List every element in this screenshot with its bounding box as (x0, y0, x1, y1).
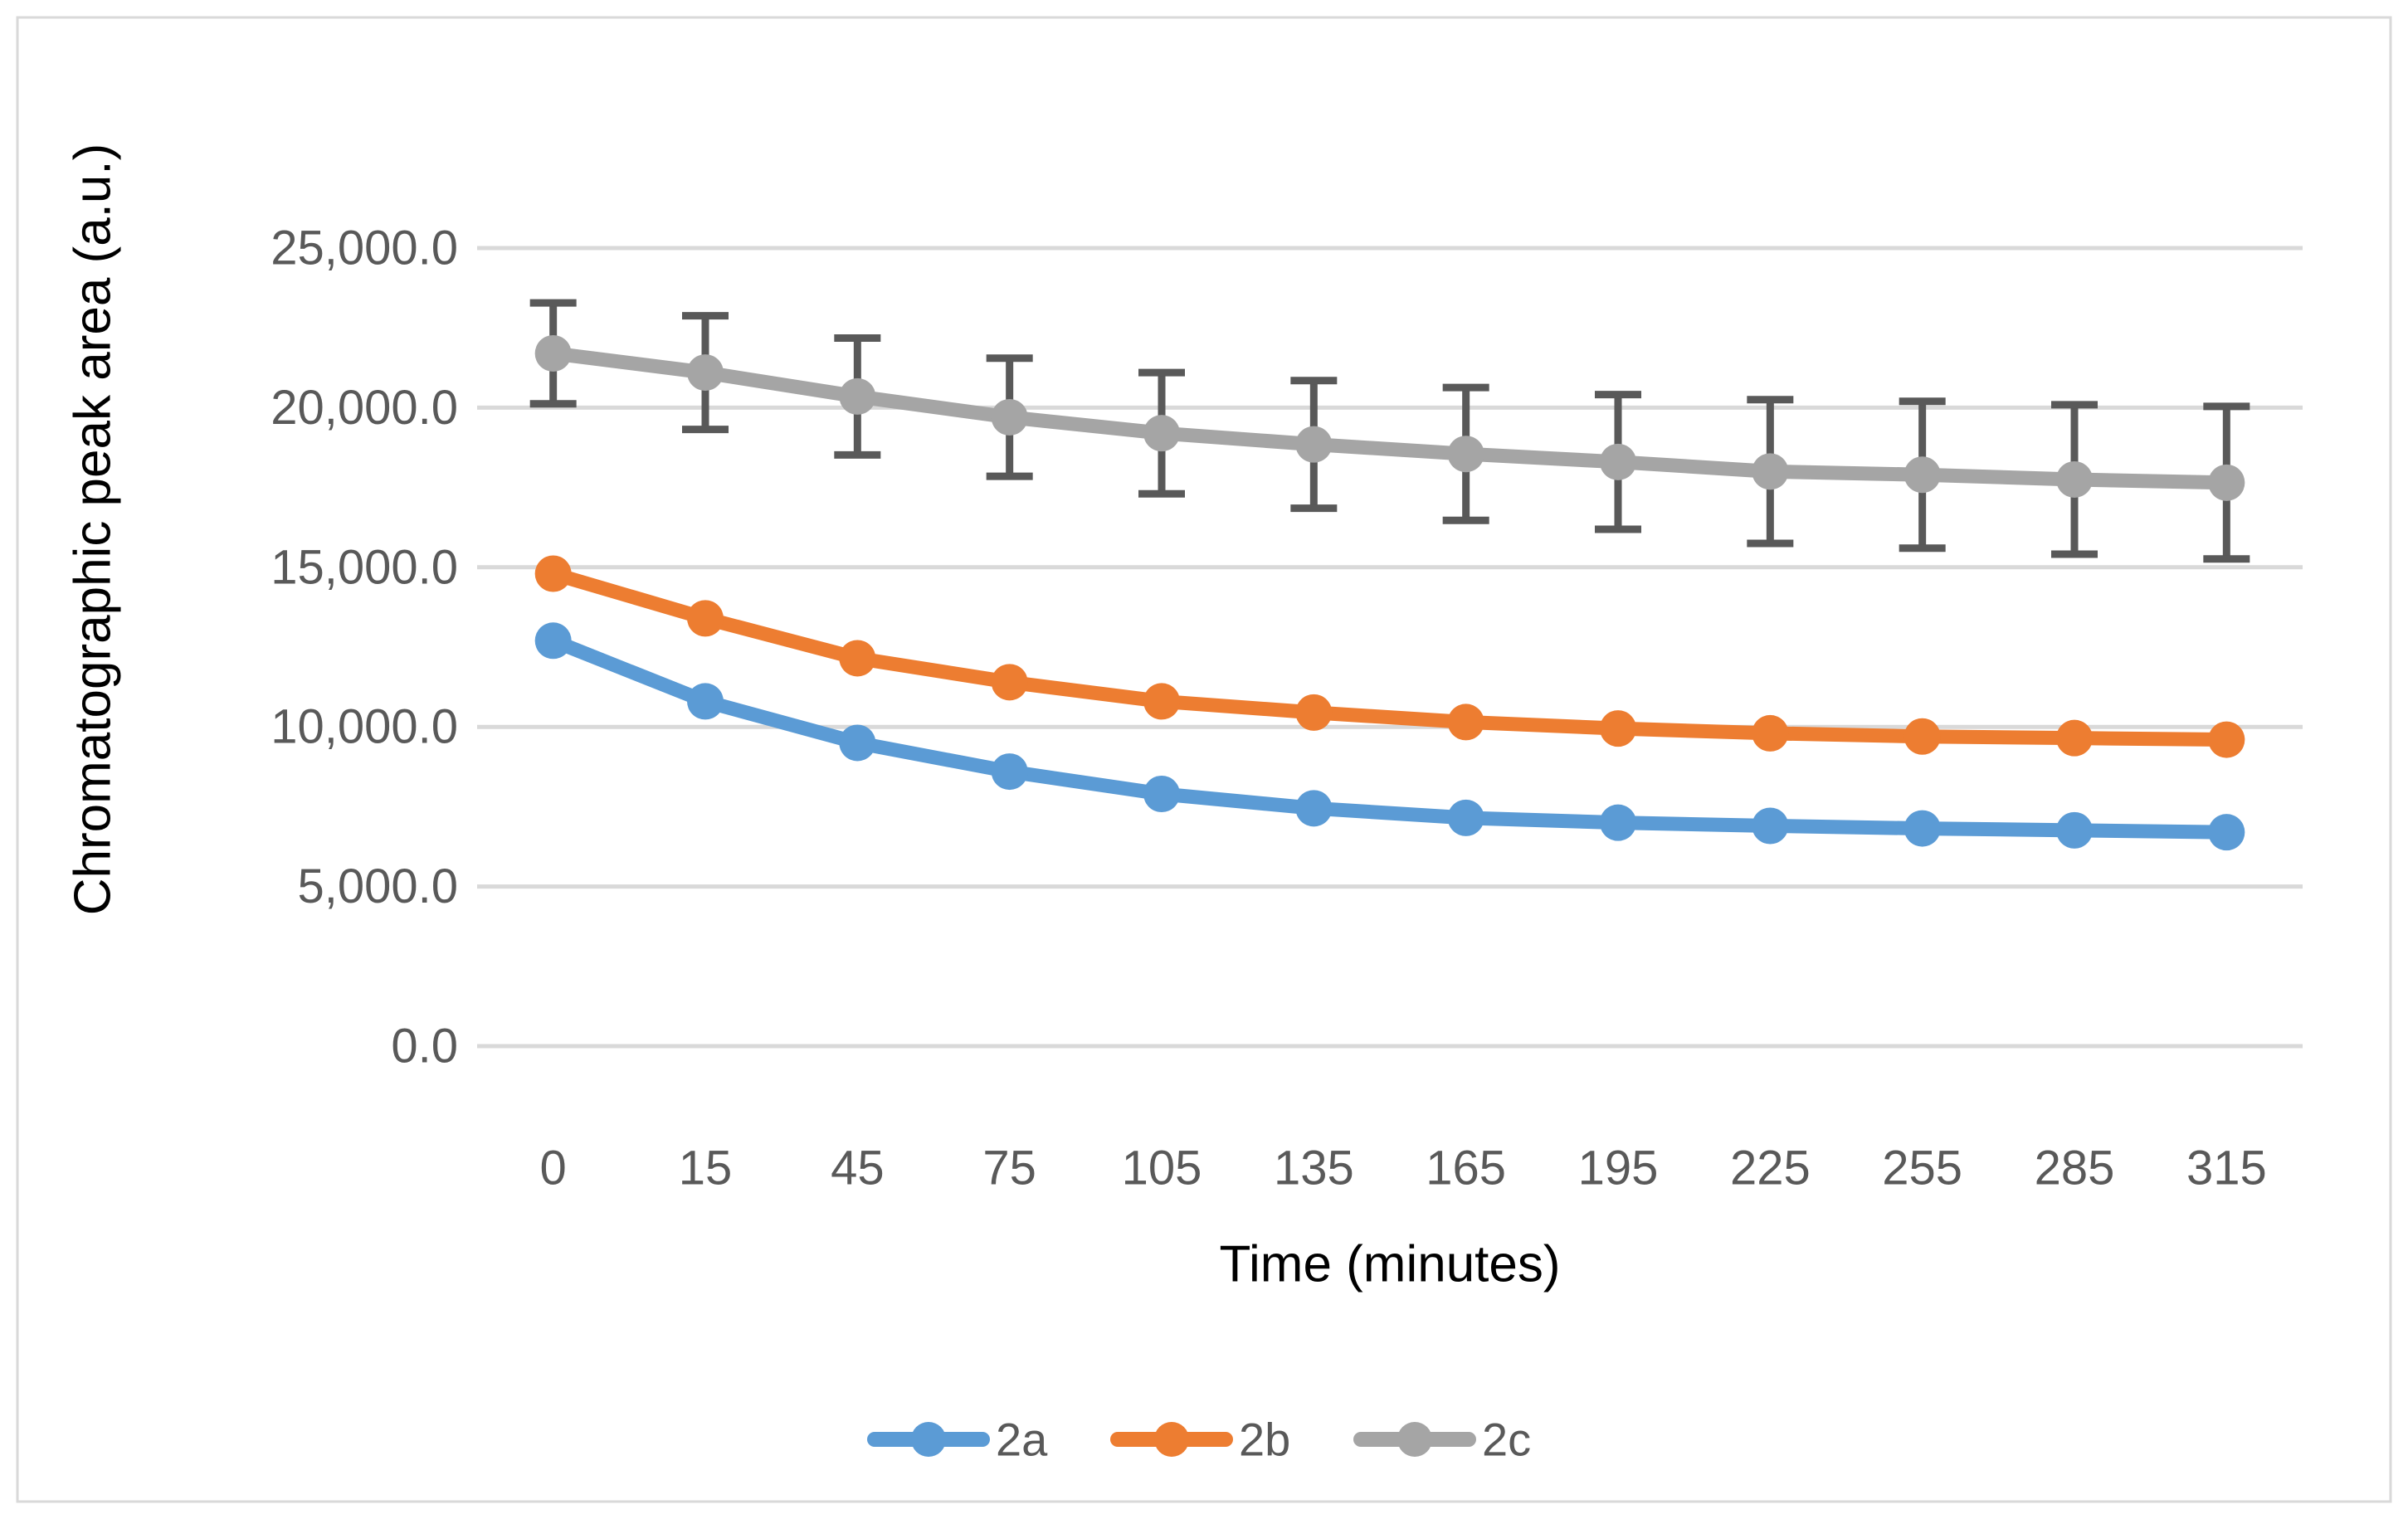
x-tick-label: 225 (1730, 1142, 1811, 1195)
x-tick-label: 75 (982, 1142, 1036, 1195)
data-point-2c (1903, 456, 1941, 494)
x-tick-label: 135 (1274, 1142, 1354, 1195)
data-point-2c (1752, 453, 1789, 490)
data-point-2b (2056, 719, 2093, 757)
legend-marker-dot (911, 1422, 946, 1457)
series-2b (534, 555, 2245, 758)
data-point-2a (1903, 810, 1941, 847)
x-tick-label: 255 (1882, 1142, 1962, 1195)
x-tick-label: 195 (1578, 1142, 1659, 1195)
y-tick-labels: 0.0 5,000.0 10,000.0 15,000.0 20,000.0 25,000… (271, 222, 458, 1074)
data-point-2b (687, 600, 724, 637)
data-point-2b (991, 664, 1028, 701)
data-point-2a (534, 622, 572, 660)
data-point-2c (2056, 460, 2093, 498)
data-point-2c (1143, 415, 1180, 452)
legend-marker-dot (1397, 1422, 1432, 1457)
legend-label: 2c (1482, 1414, 1531, 1466)
data-point-2a (1752, 807, 1789, 845)
data-point-2c (1295, 426, 1333, 463)
data-point-2a (2208, 814, 2245, 851)
series-line-2a (546, 633, 2234, 840)
legend-label: 2a (996, 1414, 1048, 1466)
data-point-2c (2208, 464, 2245, 501)
data-point-2b (1447, 704, 1484, 741)
data-point-2b (839, 640, 876, 677)
y-tick-label: 5,000.0 (297, 859, 458, 913)
x-tick-label: 15 (679, 1142, 733, 1195)
x-tick-label: 45 (831, 1142, 885, 1195)
data-point-2b (1143, 683, 1180, 720)
data-point-2b (1752, 714, 1789, 752)
data-point-2a (1143, 776, 1180, 813)
y-tick-label: 0.0 (391, 1020, 458, 1074)
data-point-2b (534, 555, 572, 592)
legend-marker-dot (1154, 1422, 1189, 1457)
y-tick-label: 25,000.0 (271, 222, 458, 275)
series-line-2b (546, 566, 2234, 747)
data-point-2b (2208, 721, 2245, 758)
series-line-2c (546, 346, 2234, 490)
data-point-2b (1903, 718, 1941, 755)
legend-item-2c: 2c (1353, 1414, 1531, 1466)
x-tick-label: 0 (540, 1142, 567, 1195)
data-point-2a (687, 683, 724, 720)
y-axis-title: Chromatographic peak area (a.u.) (65, 144, 122, 915)
data-point-2c (687, 354, 724, 392)
y-tick-label: 15,000.0 (271, 540, 458, 594)
data-point-2c (1447, 436, 1484, 473)
data-point-2a (839, 724, 876, 762)
figure-border (16, 16, 2392, 1503)
data-point-2c (534, 334, 572, 372)
series-group (529, 299, 2250, 851)
x-tick-label: 285 (2035, 1142, 2115, 1195)
legend-item-2b: 2b (1110, 1414, 1290, 1466)
data-point-2a (2056, 811, 2093, 849)
x-tick-label: 165 (1426, 1142, 1506, 1195)
data-point-2a (1600, 804, 1636, 841)
x-axis-title: Time (minutes) (1219, 1236, 1560, 1293)
data-point-2b (1600, 710, 1636, 747)
data-point-2a (1295, 790, 1333, 827)
data-point-2c (991, 398, 1028, 436)
series-2a (534, 622, 2245, 851)
x-tick-label: 105 (1122, 1142, 1202, 1195)
y-tick-label: 10,000.0 (271, 700, 458, 754)
x-tick-label: 315 (2186, 1142, 2267, 1195)
legend-item-2a: 2a (867, 1414, 1048, 1466)
data-point-2b (1295, 694, 1333, 731)
gridlines-group (477, 246, 2303, 1049)
data-point-2a (991, 753, 1028, 791)
legend-label: 2b (1239, 1414, 1290, 1466)
data-point-2c (1600, 443, 1636, 480)
y-tick-label: 20,000.0 (271, 381, 458, 435)
legend-group: 2a 2b 2c (867, 1414, 1531, 1466)
series-2c (529, 299, 2250, 563)
x-tick-labels: 0 15 45 75 105 135 165 195 225 255 285 315 (540, 1142, 2267, 1195)
data-point-2a (1447, 799, 1484, 836)
data-point-2c (839, 377, 876, 415)
